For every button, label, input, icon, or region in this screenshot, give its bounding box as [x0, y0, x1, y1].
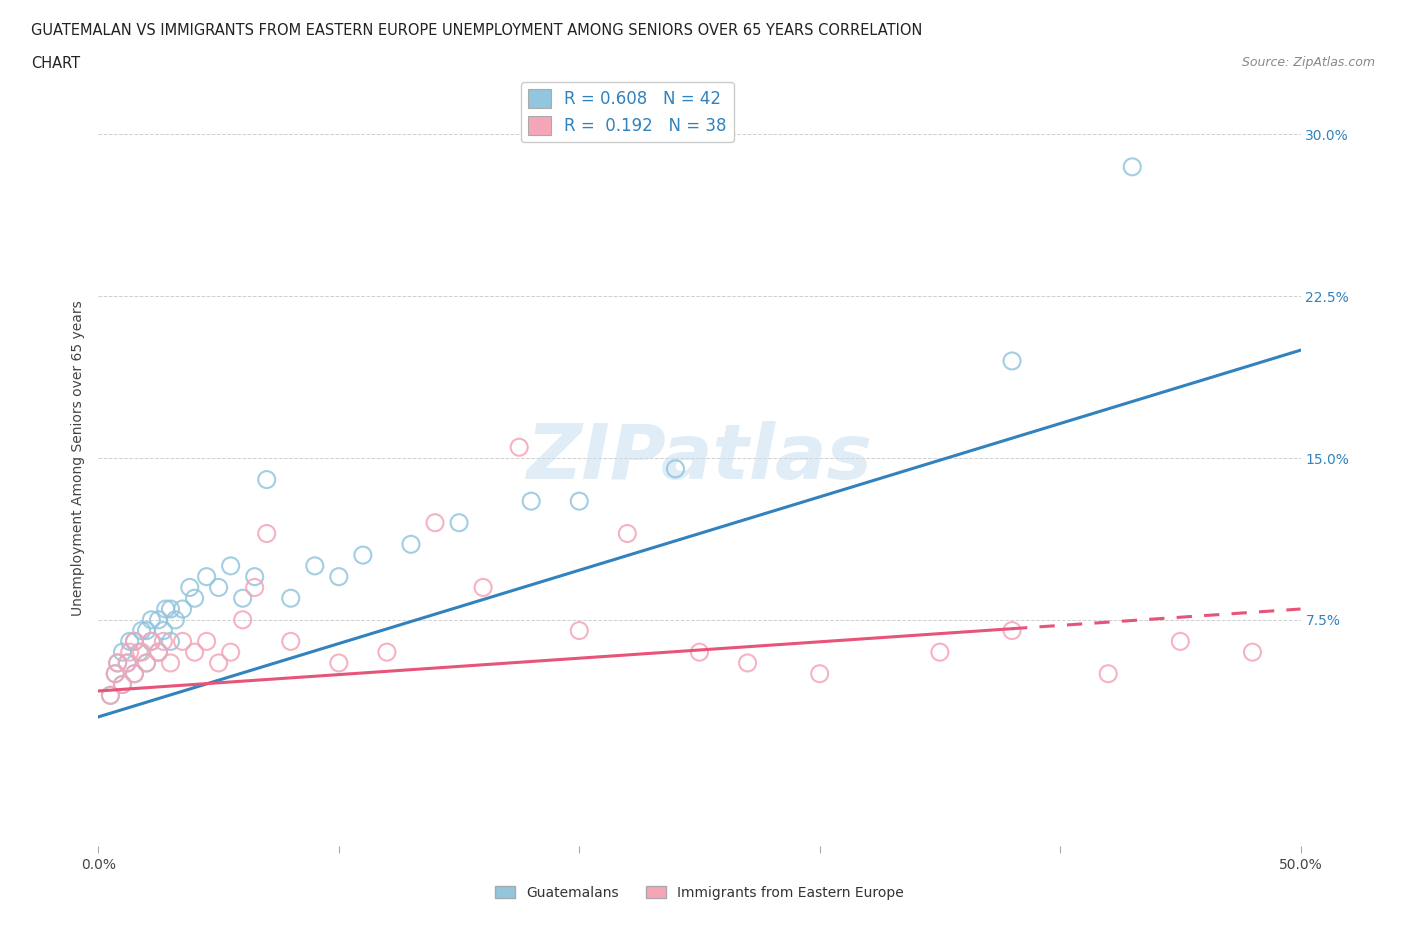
Point — [256, 526, 278, 541]
Point — [219, 558, 242, 573]
Point — [141, 634, 163, 649]
Point — [280, 634, 302, 649]
Point — [111, 644, 134, 659]
Point — [118, 634, 141, 649]
Point — [111, 677, 134, 692]
Point — [304, 558, 326, 573]
Point — [128, 644, 150, 659]
Point — [183, 644, 205, 659]
Point — [1097, 666, 1119, 681]
Y-axis label: Unemployment Among Seniors over 65 years: Unemployment Among Seniors over 65 years — [72, 300, 86, 616]
Point — [179, 580, 201, 595]
Point — [232, 612, 254, 627]
Point — [124, 666, 146, 681]
Point — [135, 656, 157, 671]
Point — [1001, 353, 1024, 368]
Point — [107, 656, 129, 671]
Point — [664, 461, 686, 476]
Point — [117, 656, 139, 671]
Point — [243, 569, 266, 584]
Point — [100, 688, 122, 703]
Point — [159, 656, 181, 671]
Point — [148, 612, 170, 627]
Point — [135, 656, 157, 671]
Point — [107, 656, 129, 671]
Point — [352, 548, 374, 563]
Legend: Guatemalans, Immigrants from Eastern Europe: Guatemalans, Immigrants from Eastern Eur… — [489, 881, 910, 906]
Point — [183, 591, 205, 605]
Point — [375, 644, 398, 659]
Point — [100, 688, 122, 703]
Text: Source: ZipAtlas.com: Source: ZipAtlas.com — [1241, 56, 1375, 69]
Point — [141, 634, 163, 649]
Point — [159, 634, 181, 649]
Point — [152, 623, 174, 638]
Point — [159, 602, 181, 617]
Point — [155, 602, 177, 617]
Point — [165, 612, 187, 627]
Point — [1121, 159, 1143, 174]
Point — [118, 644, 141, 659]
Point — [195, 634, 218, 649]
Point — [195, 569, 218, 584]
Point — [131, 644, 153, 659]
Point — [689, 644, 711, 659]
Point — [104, 666, 127, 681]
Point — [808, 666, 831, 681]
Point — [124, 634, 146, 649]
Point — [616, 526, 638, 541]
Text: GUATEMALAN VS IMMIGRANTS FROM EASTERN EUROPE UNEMPLOYMENT AMONG SENIORS OVER 65 : GUATEMALAN VS IMMIGRANTS FROM EASTERN EU… — [31, 23, 922, 38]
Point — [328, 656, 350, 671]
Point — [568, 623, 591, 638]
Point — [1170, 634, 1192, 649]
Point — [399, 537, 422, 551]
Point — [117, 656, 139, 671]
Point — [208, 580, 231, 595]
Point — [104, 666, 127, 681]
Point — [148, 644, 170, 659]
Point — [172, 634, 194, 649]
Point — [1241, 644, 1264, 659]
Point — [328, 569, 350, 584]
Point — [141, 612, 163, 627]
Point — [508, 440, 530, 455]
Point — [280, 591, 302, 605]
Point — [124, 634, 146, 649]
Point — [232, 591, 254, 605]
Point — [135, 623, 157, 638]
Point — [256, 472, 278, 487]
Point — [1001, 623, 1024, 638]
Point — [124, 666, 146, 681]
Point — [737, 656, 759, 671]
Point — [472, 580, 495, 595]
Point — [520, 494, 543, 509]
Text: CHART: CHART — [31, 56, 80, 71]
Point — [928, 644, 950, 659]
Point — [219, 644, 242, 659]
Point — [148, 644, 170, 659]
Point — [423, 515, 446, 530]
Point — [208, 656, 231, 671]
Point — [172, 602, 194, 617]
Point — [447, 515, 470, 530]
Point — [111, 677, 134, 692]
Point — [568, 494, 591, 509]
Point — [131, 623, 153, 638]
Point — [152, 634, 174, 649]
Point — [243, 580, 266, 595]
Text: ZIPatlas: ZIPatlas — [526, 421, 873, 495]
